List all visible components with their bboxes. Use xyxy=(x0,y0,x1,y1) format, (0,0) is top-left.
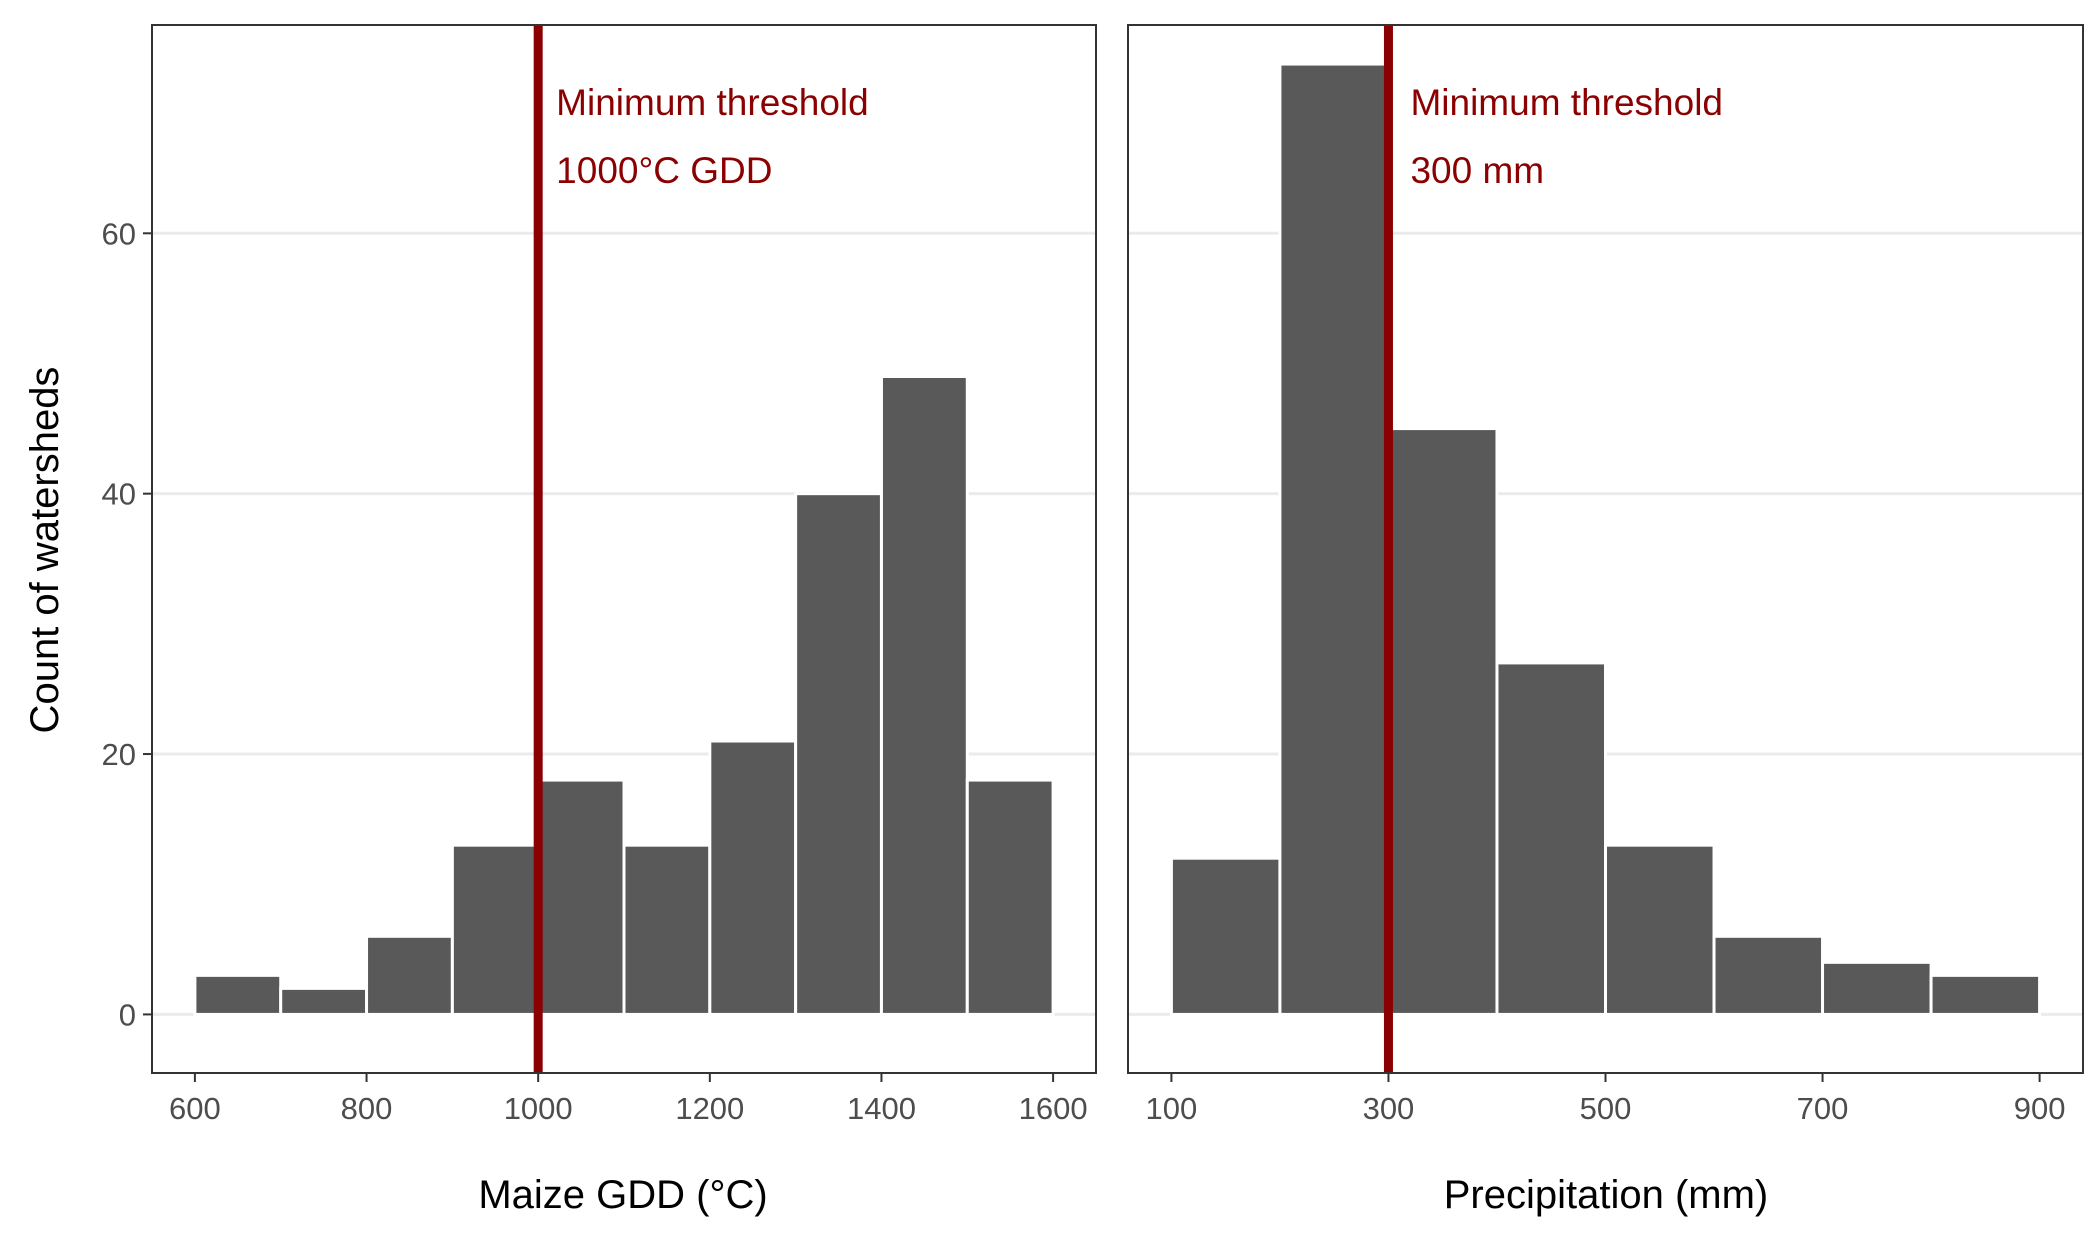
gdd-x-tick-label: 1600 xyxy=(1019,1091,1088,1126)
gdd-x-tick-label: 1400 xyxy=(847,1091,916,1126)
gdd-bar xyxy=(193,973,283,1016)
precipitation-bar xyxy=(1278,62,1390,1016)
precipitation-x-tick-label: 300 xyxy=(1363,1091,1415,1126)
gdd-panel: Minimum threshold 1000°C GDD 0 20 40 60 600 800… xyxy=(102,24,1097,1126)
precipitation-x-tick-label: 900 xyxy=(2014,1091,2066,1126)
gdd-threshold-label-line2: 1000°C GDD xyxy=(556,150,772,191)
gdd-x-tick-label: 1000 xyxy=(504,1091,573,1126)
gdd-threshold-label-line1: Minimum threshold xyxy=(556,82,869,123)
gdd-y-tick-label: 0 xyxy=(119,997,136,1032)
gdd-bar xyxy=(708,739,798,1016)
gdd-bar xyxy=(450,843,540,1016)
gdd-bar xyxy=(794,492,883,1016)
gdd-x-axis-title: Maize GDD (°C) xyxy=(478,1173,767,1217)
gdd-panel-border xyxy=(151,24,1097,1074)
precipitation-bar xyxy=(1604,843,1716,1016)
precipitation-bar xyxy=(1929,973,2042,1016)
gdd-x-tick-label: 800 xyxy=(341,1091,393,1126)
precipitation-threshold-label-line2: 300 mm xyxy=(1410,150,1544,191)
precipitation-panel: Minimum threshold 300 mm 100 300 500 700 900 xyxy=(1127,24,2084,1126)
precipitation-bar xyxy=(1386,427,1499,1016)
gdd-bar xyxy=(879,375,969,1016)
gdd-x-tick-label: 600 xyxy=(169,1091,221,1126)
y-axis-title: Count of watersheds xyxy=(23,367,67,734)
gdd-x-tick-label: 1200 xyxy=(675,1091,744,1126)
precipitation-bar xyxy=(1495,661,1608,1016)
gdd-bar xyxy=(279,986,369,1016)
precipitation-bar xyxy=(1821,960,1933,1016)
gdd-y-tick-label: 40 xyxy=(102,477,136,512)
gdd-y-tick-label: 60 xyxy=(102,216,136,251)
precipitation-x-tick-label: 500 xyxy=(1580,1091,1632,1126)
precipitation-bar xyxy=(1712,934,1825,1016)
precipitation-x-axis-title: Precipitation (mm) xyxy=(1444,1173,1769,1217)
gdd-y-tick-label: 20 xyxy=(102,737,136,772)
gdd-bar xyxy=(365,934,454,1016)
gdd-bar xyxy=(965,778,1055,1016)
precipitation-x-tick-label: 100 xyxy=(1146,1091,1198,1126)
precipitation-x-tick-label: 700 xyxy=(1797,1091,1849,1126)
gdd-bar xyxy=(536,778,626,1016)
gdd-bar xyxy=(622,843,712,1016)
precipitation-threshold-label-line1: Minimum threshold xyxy=(1410,82,1723,123)
precipitation-bar xyxy=(1169,856,1282,1016)
